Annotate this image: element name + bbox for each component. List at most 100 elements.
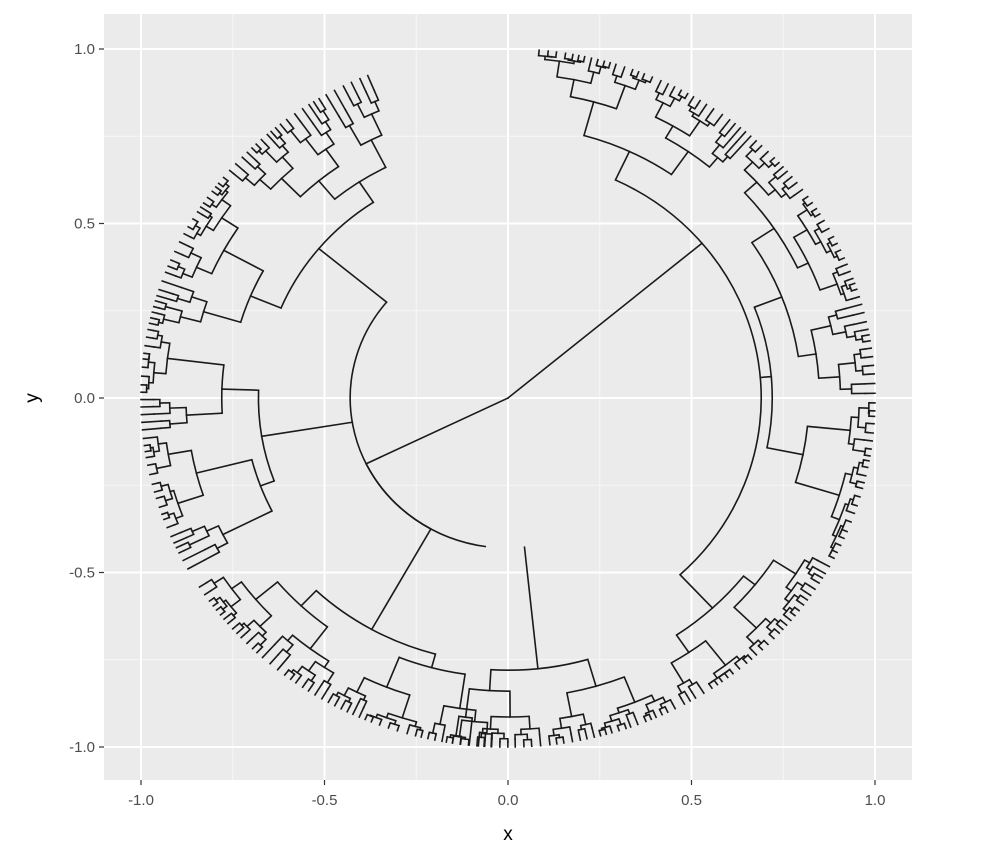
dendrogram-branch: [301, 681, 307, 689]
dendrogram-branch: [863, 339, 871, 343]
dendrogram-branch: [173, 536, 188, 544]
dendrogram-branch: [750, 227, 776, 244]
dendrogram-branch: [143, 352, 151, 355]
dendrogram-branch: [149, 316, 158, 320]
dendrogram-branch: [169, 259, 179, 264]
dendrogram-branch: [407, 723, 411, 730]
dendrogram-branch: [757, 161, 766, 170]
dendrogram-branch: [807, 572, 814, 577]
dendrogram-arc: [365, 463, 487, 548]
dendrogram-branch: [641, 72, 646, 80]
dendrogram-branch: [587, 64, 591, 72]
dendrogram-branch: [716, 113, 724, 123]
dendrogram-branch: [296, 665, 304, 674]
dendrogram-branch: [245, 619, 256, 628]
dendrogram-branch: [401, 694, 411, 719]
dendrogram-branch: [156, 294, 173, 301]
dendrogram-branch: [149, 472, 157, 476]
dendrogram-branch: [780, 620, 788, 627]
dendrogram-branch: [174, 514, 184, 520]
dendrogram-branch: [228, 169, 236, 176]
dendrogram-branch: [576, 54, 580, 62]
dendrogram-branch: [307, 685, 313, 693]
dendrogram-branch: [670, 661, 685, 685]
dendrogram-branch: [396, 724, 400, 732]
dendrogram-branch: [844, 502, 850, 506]
dendrogram-branch: [689, 95, 695, 104]
dendrogram-branch: [188, 534, 211, 546]
dendrogram-branch: [688, 678, 694, 686]
dendrogram-branch: [250, 631, 260, 640]
dendrogram-branch: [538, 727, 541, 736]
dendrogram-branch: [185, 533, 195, 539]
dendrogram-branch: [830, 515, 841, 521]
dendrogram-branch: [614, 150, 631, 182]
dendrogram-branch: [840, 284, 848, 288]
dendrogram-branch: [853, 494, 861, 498]
dendrogram-branch: [255, 647, 262, 654]
dendrogram-branch: [612, 63, 617, 72]
dendrogram-branch: [325, 93, 341, 118]
x-tick-label: -1.0: [128, 792, 154, 809]
dendrogram-branch: [837, 535, 846, 540]
dendrogram-branch: [811, 556, 819, 562]
dendrogram-branch: [797, 600, 805, 607]
dendrogram-branch: [714, 133, 724, 144]
dendrogram-branch: [166, 523, 176, 529]
dendrogram-branch: [528, 715, 531, 730]
x-axis-ticks: -1.0 -0.5 0.0 0.5 1.0: [128, 780, 885, 809]
dendrogram-branch: [157, 442, 168, 445]
dendrogram-branch: [365, 396, 510, 465]
dendrogram-branch: [862, 333, 870, 337]
dendrogram-branch: [164, 497, 174, 502]
dendrogram-branch: [670, 85, 676, 94]
dendrogram-branch: [850, 503, 859, 507]
dendrogram-branch: [255, 642, 260, 647]
dendrogram-branch: [251, 643, 258, 650]
dendrogram-branch: [690, 690, 697, 700]
dendrogram-branch: [145, 455, 153, 459]
dendrogram-branch: [555, 737, 558, 745]
dendrogram-branch: [671, 702, 677, 710]
dendrogram-branch: [178, 240, 191, 248]
dendrogram-branch: [848, 282, 856, 287]
dendrogram-branch: [464, 687, 471, 719]
dendrogram-branch: [861, 465, 869, 469]
dendrogram-branch: [788, 194, 796, 200]
dendrogram-branch: [803, 558, 811, 564]
dendrogram-branch: [859, 473, 867, 477]
dendrogram-branch: [144, 344, 155, 348]
dendrogram-branch: [799, 594, 804, 598]
dendrogram-branch: [160, 483, 170, 488]
dendrogram-branch: [441, 733, 445, 743]
y-axis-ticks: 1.0 0.5 0.0 -0.5 -1.0: [69, 41, 104, 756]
dendrogram-branch: [227, 612, 233, 617]
dendrogram-branch: [615, 84, 627, 110]
dendrogram-branch: [242, 169, 250, 176]
dendrogram-branch: [629, 68, 634, 76]
dendrogram-branch: [373, 89, 380, 102]
dendrogram-branch: [793, 606, 801, 612]
dendrogram-branch: [651, 709, 655, 714]
dendrogram-branch: [707, 107, 715, 118]
dendrogram-branch: [290, 668, 295, 674]
dendrogram-branch: [621, 66, 626, 76]
dendrogram-branch: [844, 472, 853, 476]
dendrogram-branch: [582, 100, 595, 137]
dendrogram-branch: [793, 188, 804, 197]
dendrogram-branch: [156, 481, 162, 485]
dendrogram-branch: [786, 175, 793, 182]
dendrogram-branch: [767, 188, 777, 197]
dendrogram-branch: [152, 329, 160, 333]
dendrogram-branch: [488, 668, 492, 692]
dendrogram-branch: [205, 209, 213, 215]
dendrogram-branch: [324, 131, 336, 146]
dendrogram-branch: [157, 321, 164, 325]
dendrogram-branch: [214, 185, 222, 192]
dendrogram-branch: [617, 717, 622, 726]
dendrogram-branch: [170, 298, 178, 303]
dendrogram-branch: [793, 593, 800, 599]
dendrogram-branch: [797, 353, 817, 358]
y-axis-title: y: [22, 393, 43, 403]
dendrogram-branch: [320, 688, 329, 700]
